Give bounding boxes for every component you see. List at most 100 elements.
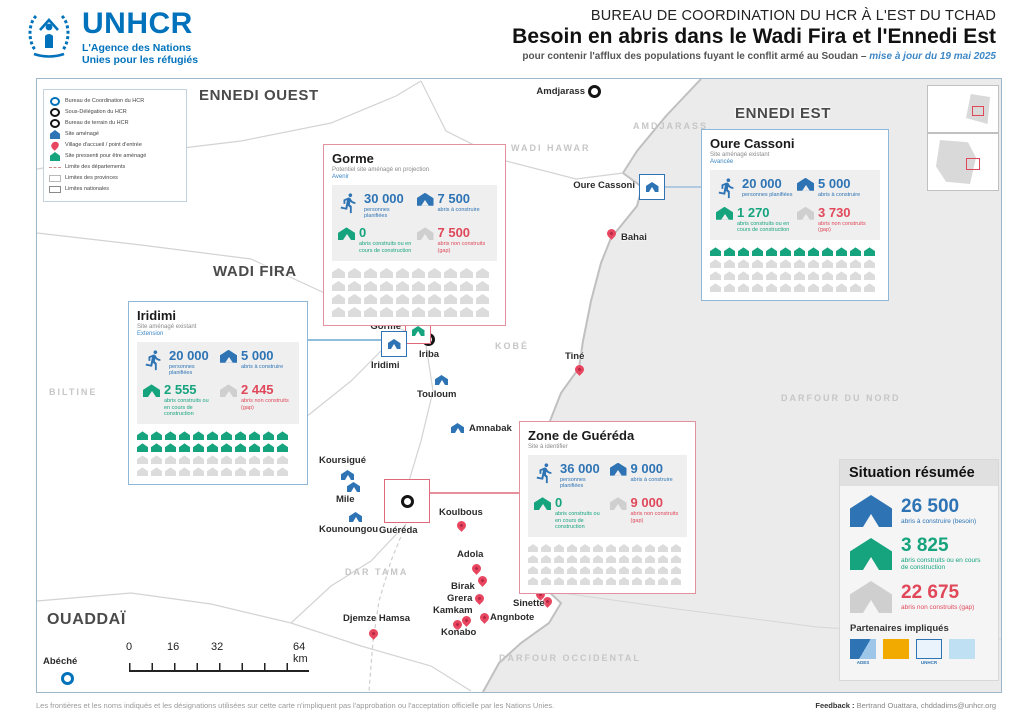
scale-tick-16: 16 xyxy=(167,641,180,653)
shelter-gap-icon xyxy=(632,577,642,586)
shelter-gap-icon xyxy=(364,268,377,279)
shelter-gap-icon xyxy=(794,259,805,269)
shelter-gap-icon xyxy=(165,467,176,477)
summary-need-label: abris à construire (besoin) xyxy=(901,517,977,525)
locator-inset-top xyxy=(927,85,999,133)
shelter-gap-icon xyxy=(277,455,288,465)
site-type: Potentiel site aménagé en projection xyxy=(332,167,430,173)
shelter-gap-icon xyxy=(476,294,489,305)
shelter-built-icon xyxy=(850,247,861,257)
legend-item-label: Bureau de Coordination du HCR xyxy=(65,98,145,105)
shelter-gap-icon xyxy=(808,283,819,293)
locator-extent-rect xyxy=(972,106,984,116)
shelter-gap-icon xyxy=(632,555,642,564)
shelter-gap-icon xyxy=(364,281,377,292)
shelter-gap-icon xyxy=(632,566,642,575)
legend-item: Site aménagé xyxy=(50,130,180,139)
shelter-gap-icon xyxy=(619,544,629,553)
map-canvas: ENNEDI OUEST ENNEDI EST WADI FIRA OUADDA… xyxy=(36,78,1002,693)
scale-tick-32: 32 xyxy=(211,641,224,653)
line-dashed-icon xyxy=(49,163,61,172)
shelter-gap-icon xyxy=(348,307,361,318)
built-label: abris construits ou en cours de construc… xyxy=(359,241,412,254)
shelter-gap-icon xyxy=(528,566,538,575)
shelter-gap-icon xyxy=(567,566,577,575)
town-label-guereda: Guéréda xyxy=(379,525,418,536)
shelter-gray-icon xyxy=(416,227,434,241)
site-marker-oure-cassoni xyxy=(639,174,665,200)
shelter-built-icon xyxy=(277,431,288,441)
shelter-green-icon xyxy=(850,537,892,570)
summary-built-count: 3 825 xyxy=(901,535,949,556)
built-count: 2 555 xyxy=(164,382,197,398)
shelter-blue-icon xyxy=(387,339,401,349)
town-label-koursigue: Koursigué xyxy=(319,455,366,466)
planned-label: personnes planifiées xyxy=(364,206,390,220)
shelter-gap-icon xyxy=(724,283,735,293)
need-label: abris à construire xyxy=(241,363,284,370)
shelter-pictogram-grid xyxy=(332,268,492,318)
partner-logo: UNHCR xyxy=(916,638,942,665)
town-label-kounoungou: Kounoungou xyxy=(319,524,379,535)
scale-bar-rule xyxy=(129,663,309,672)
summary-built-label: abris construits ou en cours de construc… xyxy=(901,557,981,572)
summary-gap-count: 22 675 xyxy=(901,581,960,603)
org-tagline: Unies pour les réfugiés xyxy=(82,53,199,66)
shelter-gap-icon xyxy=(541,544,551,553)
legend-item: Sous-Délégation du HCR xyxy=(50,108,180,117)
shelter-gap-icon xyxy=(207,455,218,465)
site-status: Avenir xyxy=(332,173,349,180)
shelter-pictogram-grid xyxy=(528,544,684,586)
shelter-gap-icon xyxy=(263,455,274,465)
shelter-gap-icon xyxy=(428,307,441,318)
stat-planned: 20 000 personnes planifiées xyxy=(143,349,216,377)
legend-item-label: Bureau de terrain du HCR xyxy=(65,120,129,127)
town-label-koulbous: Koulbous xyxy=(439,507,483,518)
shelter-gap-icon xyxy=(444,294,457,305)
shelter-gap-icon xyxy=(658,577,668,586)
shelter-gap-icon xyxy=(179,467,190,477)
gap-count: 9 000 xyxy=(630,495,664,511)
shelter-gap-icon xyxy=(724,259,735,269)
shelter-built-icon xyxy=(794,247,805,257)
shelter-built-icon xyxy=(766,247,777,257)
shelter-built-icon xyxy=(179,431,190,441)
shelter-built-icon xyxy=(165,443,176,453)
shelter-gap-icon xyxy=(606,555,616,564)
planned-label: personnes planifiées xyxy=(742,191,793,198)
running-person-icon xyxy=(718,178,734,198)
shelter-gap-icon xyxy=(780,283,791,293)
shelter-blue-icon xyxy=(50,130,60,139)
shelter-gap-icon xyxy=(207,467,218,477)
legend-items: Bureau de Coordination du HCR Sous-Déléga… xyxy=(49,97,180,194)
partners-title: Partenaires impliqués xyxy=(850,622,949,634)
shelter-gap-icon xyxy=(780,271,791,281)
subtitle-update-date: mise à jour du 19 mai 2025 xyxy=(869,51,996,62)
shelter-gap-icon xyxy=(580,566,590,575)
shelter-built-icon xyxy=(207,431,218,441)
shelter-gap-icon xyxy=(593,544,603,553)
site-card-iridimi: Iridimi Site aménagé existant Extension … xyxy=(128,301,308,486)
stat-built: 1 270 abris construits ou en cours de con… xyxy=(716,206,793,234)
feedback-contact-link[interactable]: Bertrand Ouattara, chddadims@unhcr.org xyxy=(856,701,996,710)
shelter-gap-icon xyxy=(580,544,590,553)
gap-count: 7 500 xyxy=(437,225,471,241)
locator-inset-chad xyxy=(927,133,999,191)
shelter-gap-icon xyxy=(137,467,148,477)
shelter-gap-icon xyxy=(412,307,425,318)
shelter-built-icon xyxy=(221,443,232,453)
shelter-gap-icon xyxy=(412,294,425,305)
shelter-gap-icon xyxy=(396,307,409,318)
site-card-gorme: Gorme Potentiel site aménagé en projecti… xyxy=(323,144,506,327)
shelter-gap-icon xyxy=(632,544,642,553)
town-label-tine: Tiné xyxy=(565,351,585,362)
site-stats: 20 000 personnes planifiées 5 000 abris à … xyxy=(710,169,880,241)
shelter-gray-icon xyxy=(850,580,892,613)
shelter-gap-icon xyxy=(541,555,551,564)
shelter-gap-icon xyxy=(658,566,668,575)
coordination-office-icon xyxy=(61,672,74,685)
shelter-gap-icon xyxy=(822,259,833,269)
circle-black-icon xyxy=(50,119,60,128)
shelter-gap-icon xyxy=(619,566,629,575)
site-title: Oure Cassoni xyxy=(710,136,795,151)
